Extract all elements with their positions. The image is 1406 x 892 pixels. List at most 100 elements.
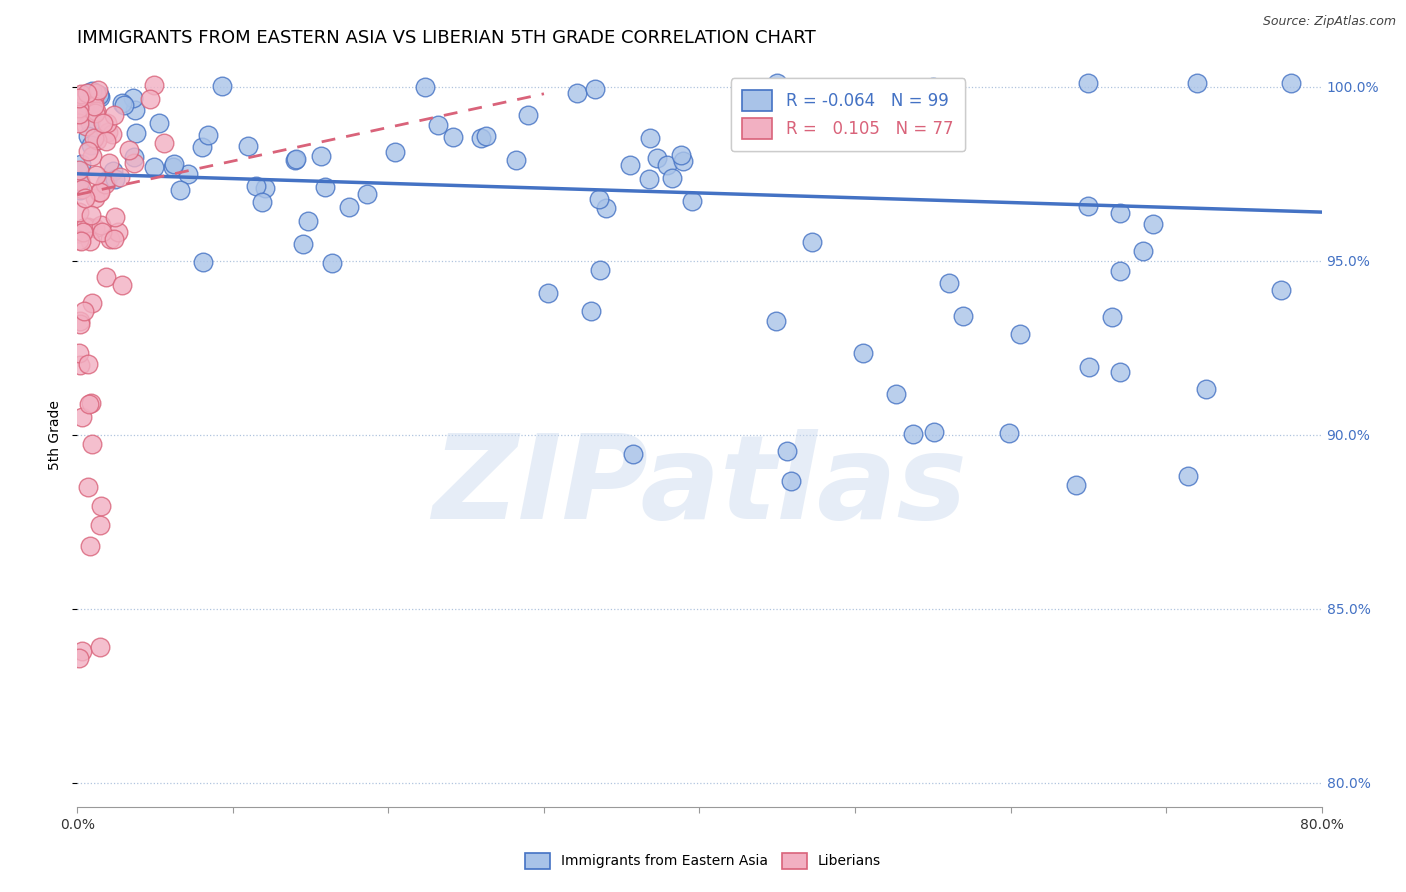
Point	[96, 125, 118, 139]
Point	[77, 480, 100, 494]
Point	[669, 148, 692, 162]
Point	[441, 130, 464, 145]
Point	[118, 143, 141, 157]
Point	[143, 78, 166, 92]
Point	[84, 106, 107, 120]
Point	[79, 396, 101, 410]
Point	[153, 136, 176, 150]
Point	[94, 134, 117, 148]
Point	[852, 346, 875, 360]
Text: Source: ZipAtlas.com: Source: ZipAtlas.com	[1263, 15, 1396, 29]
Point	[87, 87, 110, 102]
Point	[69, 184, 91, 198]
Point	[108, 170, 131, 185]
Point	[1109, 206, 1132, 220]
Point	[83, 99, 105, 113]
Point	[82, 437, 104, 451]
Point	[780, 474, 803, 488]
Point	[84, 168, 107, 182]
Point	[1195, 382, 1218, 396]
Point	[79, 116, 101, 130]
Point	[1177, 468, 1199, 483]
Point	[89, 517, 111, 532]
Point	[77, 129, 100, 144]
Point	[284, 153, 307, 167]
Point	[79, 234, 101, 248]
Point	[1108, 365, 1130, 379]
Point	[90, 225, 112, 239]
Point	[67, 107, 90, 121]
Point	[96, 116, 118, 130]
Point	[162, 160, 184, 174]
Point	[77, 397, 100, 411]
Point	[89, 186, 111, 200]
Point	[638, 130, 661, 145]
Point	[67, 345, 90, 359]
Point	[938, 276, 960, 290]
Point	[76, 220, 98, 235]
Point	[901, 426, 924, 441]
Point	[638, 172, 661, 186]
Point	[565, 87, 588, 101]
Point	[70, 409, 93, 424]
Point	[104, 211, 127, 225]
Point	[73, 304, 96, 318]
Point	[661, 171, 683, 186]
Point	[672, 154, 695, 169]
Point	[191, 140, 214, 154]
Point	[87, 87, 110, 102]
Point	[309, 149, 332, 163]
Point	[776, 443, 799, 458]
Point	[82, 84, 104, 98]
Point	[952, 310, 974, 324]
Point	[765, 314, 787, 328]
Point	[1101, 310, 1123, 324]
Point	[72, 225, 94, 239]
Point	[89, 640, 111, 654]
Point	[321, 255, 343, 269]
Point	[125, 126, 148, 140]
Point	[94, 177, 117, 191]
Point	[69, 234, 91, 248]
Point	[1077, 199, 1099, 213]
Point	[998, 426, 1021, 441]
Point	[67, 205, 90, 219]
Point	[1077, 76, 1099, 90]
Point	[314, 180, 336, 194]
Point	[285, 152, 308, 166]
Point	[1077, 359, 1099, 374]
Point	[516, 108, 538, 122]
Point	[1187, 76, 1209, 90]
Point	[69, 314, 91, 328]
Point	[70, 87, 93, 102]
Point	[94, 270, 117, 285]
Point	[124, 156, 146, 170]
Point	[69, 318, 91, 332]
Point	[100, 127, 122, 141]
Point	[76, 357, 98, 371]
Point	[681, 194, 703, 209]
Point	[177, 167, 200, 181]
Point	[80, 138, 103, 153]
Point	[67, 163, 90, 178]
Point	[73, 191, 96, 205]
Point	[297, 214, 319, 228]
Point	[70, 157, 93, 171]
Point	[67, 101, 90, 115]
Point	[77, 145, 100, 159]
Point	[356, 187, 378, 202]
Point	[103, 108, 125, 122]
Point	[583, 82, 606, 96]
Point	[89, 185, 111, 199]
Point	[1270, 283, 1292, 297]
Point	[236, 139, 259, 153]
Point	[83, 95, 105, 110]
Point	[588, 193, 610, 207]
Point	[645, 152, 668, 166]
Point	[921, 79, 943, 94]
Point	[122, 91, 145, 105]
Point	[112, 97, 135, 112]
Point	[250, 195, 273, 210]
Point	[621, 447, 644, 461]
Point	[67, 651, 90, 665]
